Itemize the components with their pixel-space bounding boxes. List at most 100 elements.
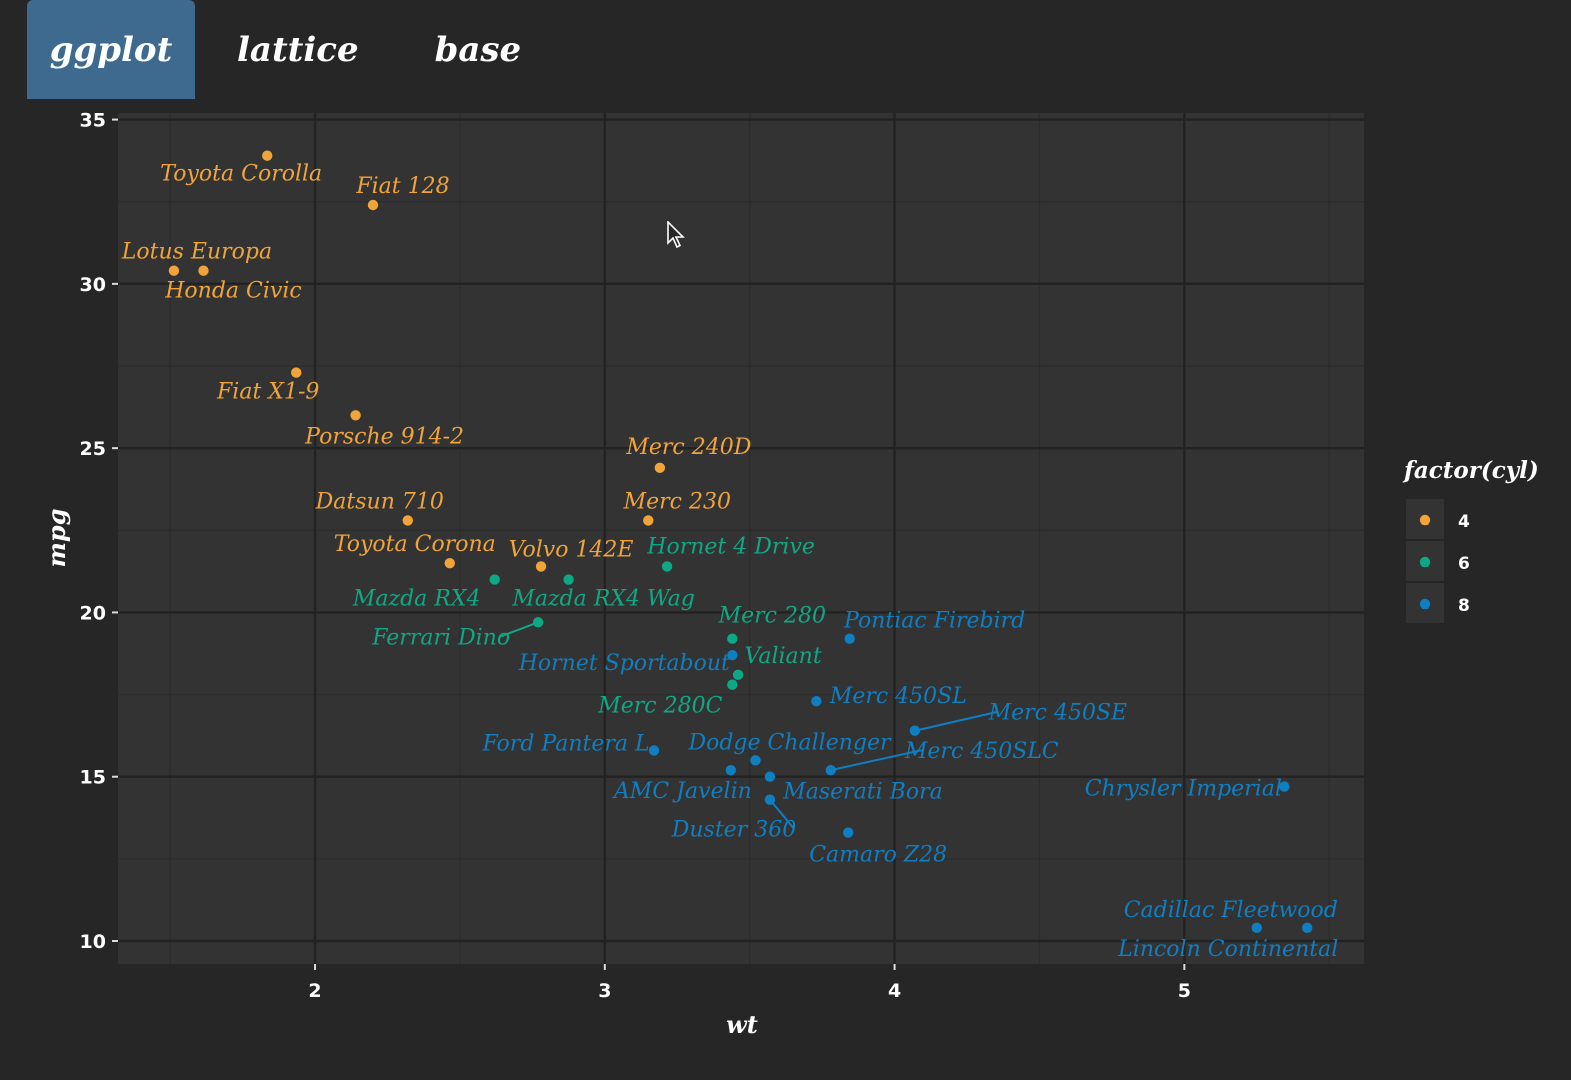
point-label: Datsun 710 — [315, 489, 444, 514]
data-point — [725, 764, 737, 776]
point-label: Ferrari Dino — [371, 625, 510, 650]
data-point — [764, 771, 776, 782]
data-point — [727, 633, 738, 644]
data-point — [367, 199, 379, 211]
point-label: Merc 450SE — [988, 701, 1128, 726]
x-tick-label: 2 — [308, 980, 321, 1002]
data-point — [535, 561, 547, 572]
data-point — [563, 574, 574, 585]
data-point — [661, 561, 673, 572]
y-tick-label: 25 — [80, 438, 106, 460]
tab-base[interactable]: base — [434, 29, 522, 70]
point-label: Merc 230 — [623, 489, 731, 514]
legend-key-glyph: a — [1421, 514, 1430, 529]
point-label: Toyota Corolla — [160, 162, 322, 187]
point-label: Merc 240D — [625, 435, 751, 460]
data-point — [843, 827, 854, 838]
point-label: Camaro Z28 — [809, 843, 947, 868]
data-point — [198, 265, 209, 276]
point-label: Mazda RX4 — [352, 587, 481, 612]
point-label: Ford Pantera L — [482, 731, 650, 756]
label-leader-lines — [500, 621, 999, 830]
legend-key-glyph: a — [1421, 556, 1430, 571]
x-tick-label: 4 — [888, 980, 901, 1002]
point-label: Merc 450SL — [829, 684, 967, 709]
data-point — [1251, 922, 1262, 934]
legend-key-glyph: a — [1421, 598, 1430, 613]
point-label: Fiat 128 — [355, 174, 449, 199]
data-point — [732, 669, 744, 681]
data-point — [764, 794, 776, 805]
data-point — [532, 617, 544, 628]
data-point — [727, 649, 738, 661]
point-label: AMC Javelin — [612, 779, 752, 804]
y-tick-label: 30 — [80, 274, 106, 296]
point-label: Fiat X1-9 — [216, 380, 319, 405]
legend-point — [1419, 556, 1431, 568]
point-label: Merc 280 — [718, 604, 826, 629]
data-point — [909, 725, 921, 736]
point-label: Chrysler Imperial — [1085, 777, 1282, 802]
y-tick-label: 10 — [80, 931, 106, 953]
x-tick-label: 3 — [598, 980, 611, 1002]
point-label: Lotus Europa — [121, 240, 272, 265]
point-label: Merc 280C — [597, 694, 722, 719]
point-label: Hornet 4 Drive — [646, 534, 815, 559]
legend-title: factor(cyl) — [1402, 457, 1539, 484]
plot-type-tabs: ggplot lattice base — [27, 0, 559, 99]
data-point — [811, 695, 822, 707]
legend-entry-label: 6 — [1458, 554, 1470, 574]
data-point — [350, 410, 361, 421]
y-tick-label: 20 — [80, 602, 106, 624]
data-point — [402, 515, 413, 526]
data-point — [444, 557, 455, 569]
point-label: Toyota Corona — [334, 532, 496, 557]
legend-entry-label: 8 — [1458, 596, 1470, 616]
grid-lines — [118, 113, 1364, 964]
mouse-pointer-icon — [667, 221, 685, 249]
data-point — [654, 462, 666, 474]
tab-ggplot[interactable]: ggplot — [27, 0, 195, 99]
label-leader-line — [769, 799, 795, 830]
data-point — [262, 150, 273, 161]
legend: factor(cyl) a 4 a 6 a 8 — [1402, 457, 1539, 623]
point-label: Pontiac Firebird — [843, 609, 1025, 634]
point-label: Dodge Challenger — [687, 730, 892, 755]
data-point — [1302, 922, 1313, 934]
point-label: Valiant — [745, 644, 822, 669]
legend-point — [1419, 514, 1431, 526]
tab-lattice[interactable]: lattice — [237, 29, 359, 70]
legend-entry-label: 4 — [1458, 512, 1470, 532]
y-tick-label: 15 — [80, 767, 106, 789]
point-label: Cadillac Fleetwood — [1124, 898, 1338, 923]
label-leader-line — [500, 621, 539, 638]
data-point — [168, 265, 180, 276]
label-leader-line — [830, 749, 923, 772]
point-label: Porsche 914-2 — [304, 424, 464, 449]
axes: 2 3 4 5 10 15 20 25 30 35 — [80, 110, 1191, 1002]
data-point — [291, 367, 302, 378]
data-point — [844, 633, 855, 644]
x-tick-label: 5 — [1178, 980, 1191, 1002]
data-point — [727, 679, 738, 690]
y-tick-label: 35 — [80, 110, 106, 132]
data-point — [1279, 781, 1290, 792]
point-label: Mazda RX4 Wag — [511, 587, 695, 612]
data-point — [825, 764, 837, 776]
point-label: Lincoln Continental — [1117, 937, 1338, 962]
point-label: Maserati Bora — [782, 780, 943, 805]
data-point — [643, 515, 654, 526]
point-labels: Toyota Corolla Fiat 128 Lotus Europa Honda … — [121, 162, 1338, 962]
point-label: Merc 450SLC — [904, 739, 1059, 764]
point-label: Honda Civic — [164, 279, 301, 304]
point-label: Hornet Sportabout — [518, 651, 730, 676]
legend-point — [1419, 598, 1431, 610]
data-point — [489, 574, 500, 585]
y-axis-label: mpg — [42, 509, 71, 568]
point-label: Duster 360 — [671, 818, 796, 843]
label-leader-line — [914, 710, 999, 732]
data-point — [648, 745, 660, 756]
plot-panel — [118, 113, 1364, 964]
x-axis-label: wt — [726, 1010, 758, 1039]
